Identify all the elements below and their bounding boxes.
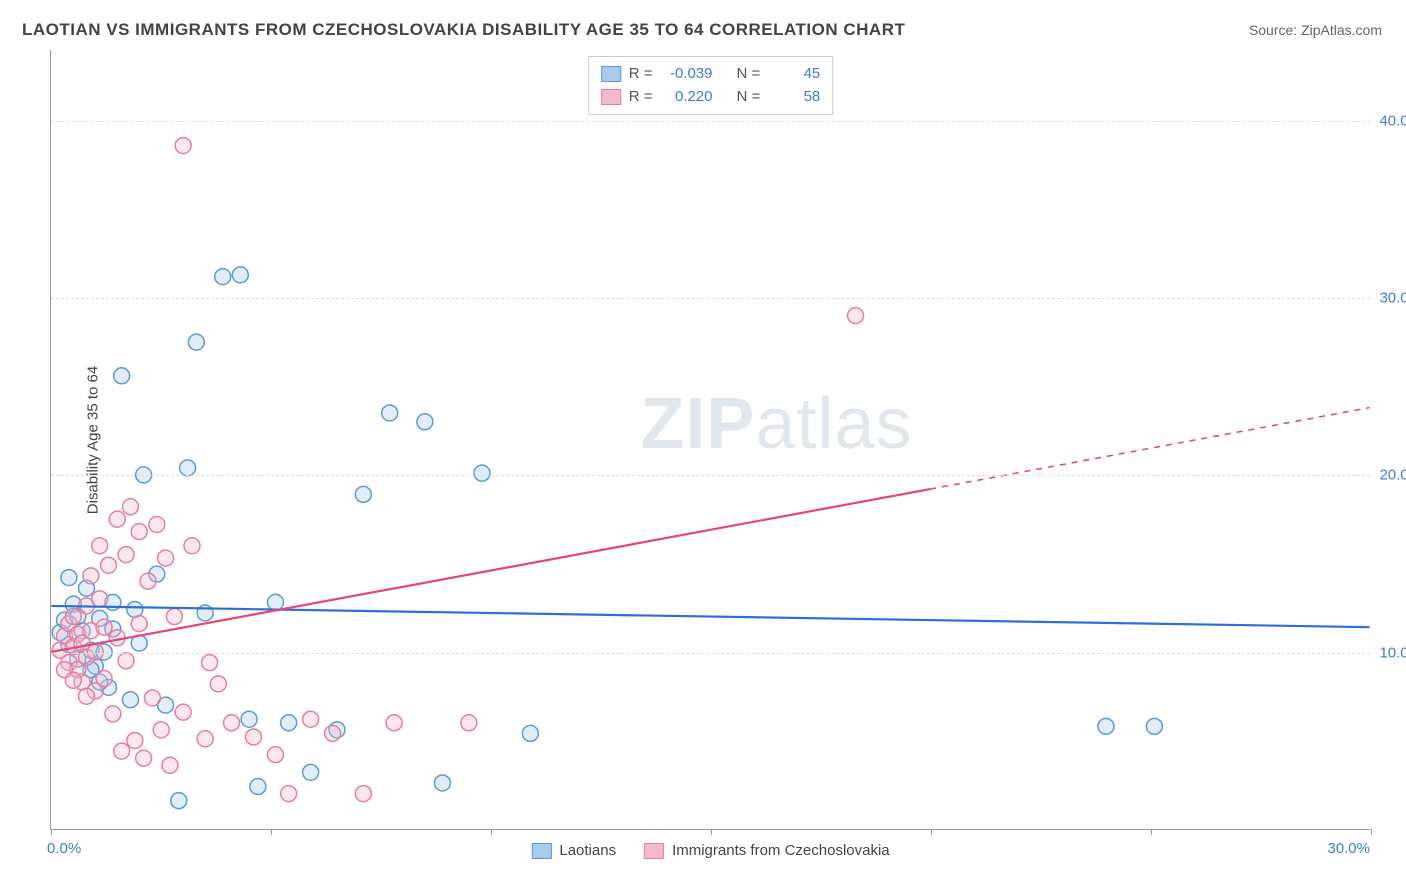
bottom-legend-item: Immigrants from Czechoslovakia bbox=[644, 842, 890, 859]
x-tick bbox=[931, 829, 932, 835]
bottom-legend-item: Laotians bbox=[531, 842, 616, 859]
x-tick bbox=[491, 829, 492, 835]
scatter-point bbox=[184, 538, 200, 554]
scatter-point bbox=[175, 138, 191, 154]
x-tick bbox=[1371, 829, 1372, 835]
scatter-point bbox=[92, 591, 108, 607]
x-tick-label: 0.0% bbox=[47, 840, 81, 857]
scatter-point bbox=[197, 731, 213, 747]
x-tick bbox=[711, 829, 712, 835]
scatter-point bbox=[281, 715, 297, 731]
scatter-point bbox=[144, 690, 160, 706]
scatter-point bbox=[96, 619, 112, 635]
scatter-point bbox=[65, 609, 81, 625]
scatter-point bbox=[232, 267, 248, 283]
scatter-point bbox=[109, 511, 125, 527]
scatter-point bbox=[303, 711, 319, 727]
scatter-point bbox=[382, 405, 398, 421]
scatter-point bbox=[188, 334, 204, 350]
scatter-point bbox=[210, 676, 226, 692]
scatter-point bbox=[131, 524, 147, 540]
scatter-point bbox=[153, 722, 169, 738]
scatter-point bbox=[100, 557, 116, 573]
trend-line-solid bbox=[51, 489, 930, 652]
scatter-point bbox=[118, 547, 134, 563]
trend-line-dashed bbox=[930, 408, 1369, 489]
scatter-point bbox=[175, 704, 191, 720]
scatter-point bbox=[105, 706, 121, 722]
scatter-point bbox=[1146, 718, 1162, 734]
scatter-point bbox=[118, 653, 134, 669]
scatter-point bbox=[434, 775, 450, 791]
chart-svg bbox=[51, 50, 1370, 829]
x-tick bbox=[51, 829, 52, 835]
x-tick bbox=[1151, 829, 1152, 835]
scatter-point bbox=[848, 308, 864, 324]
scatter-point bbox=[1098, 718, 1114, 734]
scatter-point bbox=[149, 516, 165, 532]
y-tick-label: 10.0% bbox=[1379, 644, 1406, 661]
scatter-point bbox=[250, 779, 266, 795]
legend-label: Immigrants from Czechoslovakia bbox=[672, 842, 890, 859]
y-tick-label: 40.0% bbox=[1379, 112, 1406, 129]
source-label: Source: ZipAtlas.com bbox=[1249, 22, 1382, 38]
scatter-point bbox=[114, 743, 130, 759]
scatter-point bbox=[65, 672, 81, 688]
scatter-point bbox=[267, 594, 283, 610]
scatter-point bbox=[61, 570, 77, 586]
scatter-point bbox=[281, 786, 297, 802]
scatter-point bbox=[461, 715, 477, 731]
scatter-point bbox=[241, 711, 257, 727]
scatter-point bbox=[158, 550, 174, 566]
scatter-point bbox=[522, 725, 538, 741]
scatter-point bbox=[224, 715, 240, 731]
gridline bbox=[51, 475, 1370, 476]
scatter-point bbox=[140, 573, 156, 589]
scatter-point bbox=[355, 486, 371, 502]
scatter-point bbox=[122, 499, 138, 515]
plot-area: Disability Age 35 to 64 ZIPatlas R = -0.… bbox=[50, 50, 1370, 830]
scatter-point bbox=[215, 269, 231, 285]
scatter-point bbox=[171, 793, 187, 809]
scatter-point bbox=[245, 729, 261, 745]
scatter-point bbox=[474, 465, 490, 481]
scatter-point bbox=[267, 747, 283, 763]
scatter-point bbox=[122, 692, 138, 708]
scatter-point bbox=[202, 655, 218, 671]
legend-label: Laotians bbox=[559, 842, 616, 859]
legend-swatch bbox=[644, 843, 664, 859]
scatter-point bbox=[417, 414, 433, 430]
scatter-point bbox=[166, 609, 182, 625]
scatter-point bbox=[303, 764, 319, 780]
scatter-point bbox=[127, 732, 143, 748]
scatter-point bbox=[114, 368, 130, 384]
scatter-point bbox=[355, 786, 371, 802]
scatter-point bbox=[131, 616, 147, 632]
scatter-point bbox=[386, 715, 402, 731]
y-tick-label: 20.0% bbox=[1379, 467, 1406, 484]
scatter-point bbox=[79, 688, 95, 704]
x-tick bbox=[271, 829, 272, 835]
y-tick-label: 30.0% bbox=[1379, 290, 1406, 307]
gridline bbox=[51, 121, 1370, 122]
legend-swatch bbox=[531, 843, 551, 859]
chart-title: LAOTIAN VS IMMIGRANTS FROM CZECHOSLOVAKI… bbox=[22, 20, 905, 40]
scatter-point bbox=[136, 750, 152, 766]
scatter-point bbox=[83, 568, 99, 584]
gridline bbox=[51, 298, 1370, 299]
scatter-point bbox=[180, 460, 196, 476]
trend-line bbox=[51, 606, 1369, 627]
scatter-point bbox=[162, 757, 178, 773]
bottom-legend: Laotians Immigrants from Czechoslovakia bbox=[531, 842, 889, 859]
x-tick-label: 30.0% bbox=[1327, 840, 1370, 857]
scatter-point bbox=[96, 671, 112, 687]
scatter-point bbox=[92, 538, 108, 554]
gridline bbox=[51, 653, 1370, 654]
scatter-point bbox=[325, 725, 341, 741]
